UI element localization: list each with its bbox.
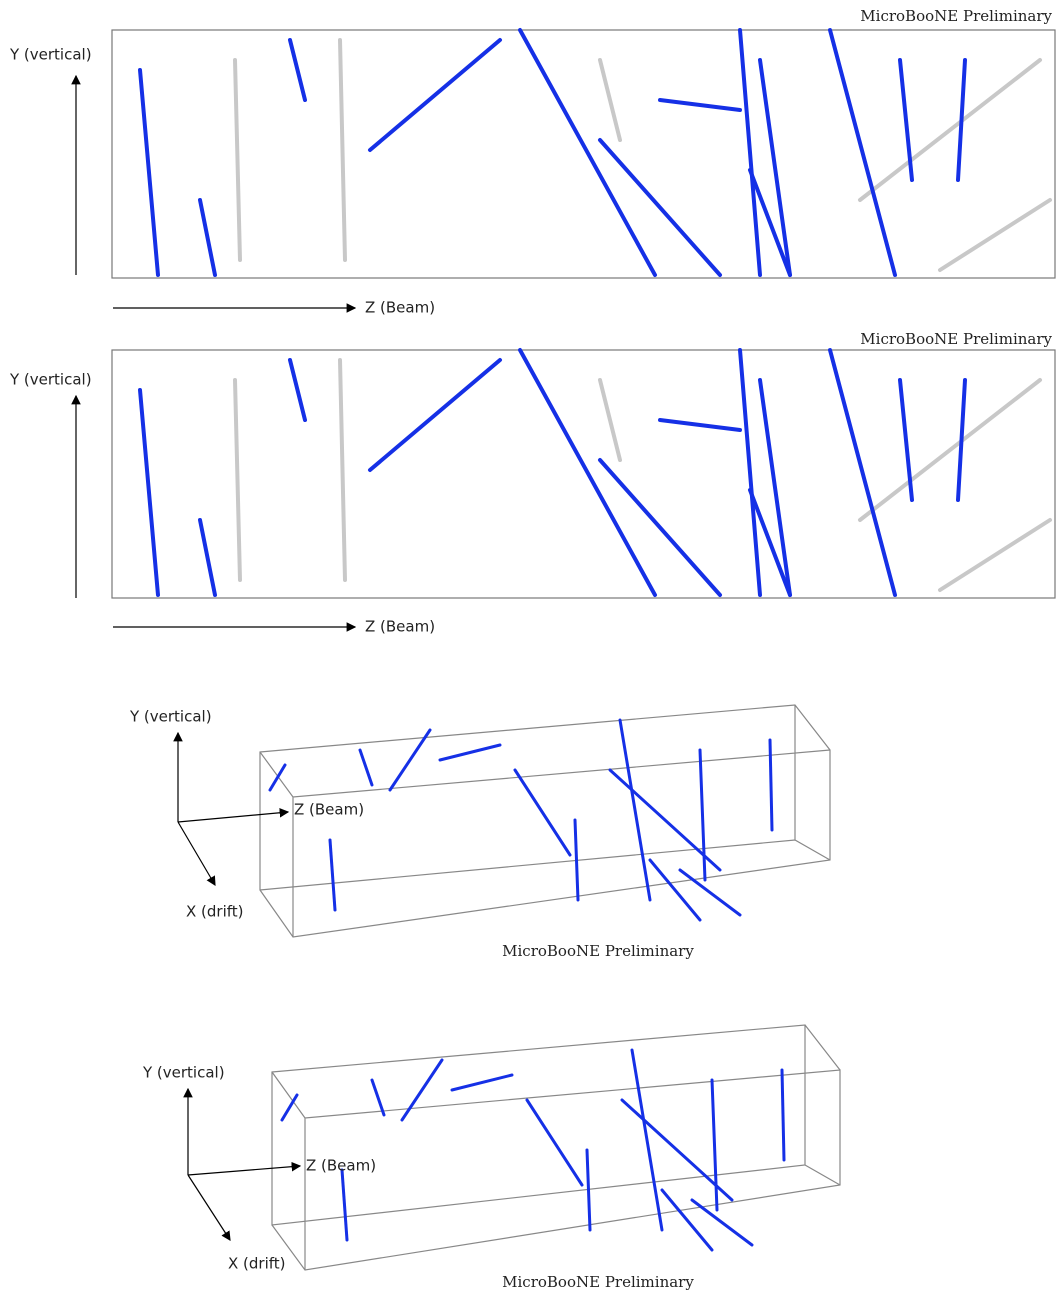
track (662, 1190, 712, 1250)
watermark: MicroBooNE Preliminary (502, 1273, 694, 1291)
watermark: MicroBooNE Preliminary (860, 7, 1052, 25)
track (330, 840, 335, 910)
axis-label: Y (vertical) (129, 708, 212, 726)
figure: MicroBooNE Preliminary Y (vertical) Z (B… (0, 0, 1057, 1295)
track (620, 720, 650, 900)
track (282, 1095, 297, 1120)
axis-label: Y (vertical) (9, 371, 92, 389)
track (650, 860, 700, 920)
detector-box (260, 705, 830, 937)
axis-label: Z (Beam) (365, 299, 435, 317)
axis-label: X (drift) (228, 1255, 286, 1273)
tracks (270, 720, 772, 920)
panel: Y (vertical) Z (Beam) X (drift) MicroBoo… (142, 1025, 840, 1291)
axis-label: Z (Beam) (306, 1157, 376, 1175)
track (770, 740, 772, 830)
axis-label: Y (vertical) (142, 1064, 225, 1082)
panel: MicroBooNE Preliminary Y (vertical) Z (B… (9, 330, 1055, 636)
track (402, 1060, 442, 1120)
panel-frame (112, 30, 1055, 278)
panel: MicroBooNE Preliminary Y (vertical) Z (B… (9, 7, 1055, 317)
axis-label: Z (Beam) (365, 618, 435, 636)
track (632, 1050, 662, 1230)
track (587, 1150, 590, 1230)
tracks (282, 1050, 784, 1250)
axis-label: X (drift) (186, 903, 244, 921)
panel: Y (vertical) Z (Beam) X (drift) MicroBoo… (129, 705, 830, 960)
watermark: MicroBooNE Preliminary (502, 942, 694, 960)
track (342, 1170, 347, 1240)
track (440, 745, 500, 760)
track (372, 1080, 384, 1115)
axis-arrow (178, 822, 215, 885)
track (515, 770, 570, 855)
axis-label: Z (Beam) (294, 801, 364, 819)
axis-arrow (188, 1175, 230, 1240)
track (360, 750, 372, 785)
panel-frame (112, 350, 1055, 598)
track (575, 820, 578, 900)
track (452, 1075, 512, 1090)
watermark: MicroBooNE Preliminary (860, 330, 1052, 348)
track (700, 750, 705, 880)
axis-label: Y (vertical) (9, 46, 92, 64)
track (782, 1070, 784, 1160)
axis-arrow (188, 1166, 300, 1175)
track (712, 1080, 717, 1210)
track (527, 1100, 582, 1185)
axis-arrow (178, 812, 288, 822)
